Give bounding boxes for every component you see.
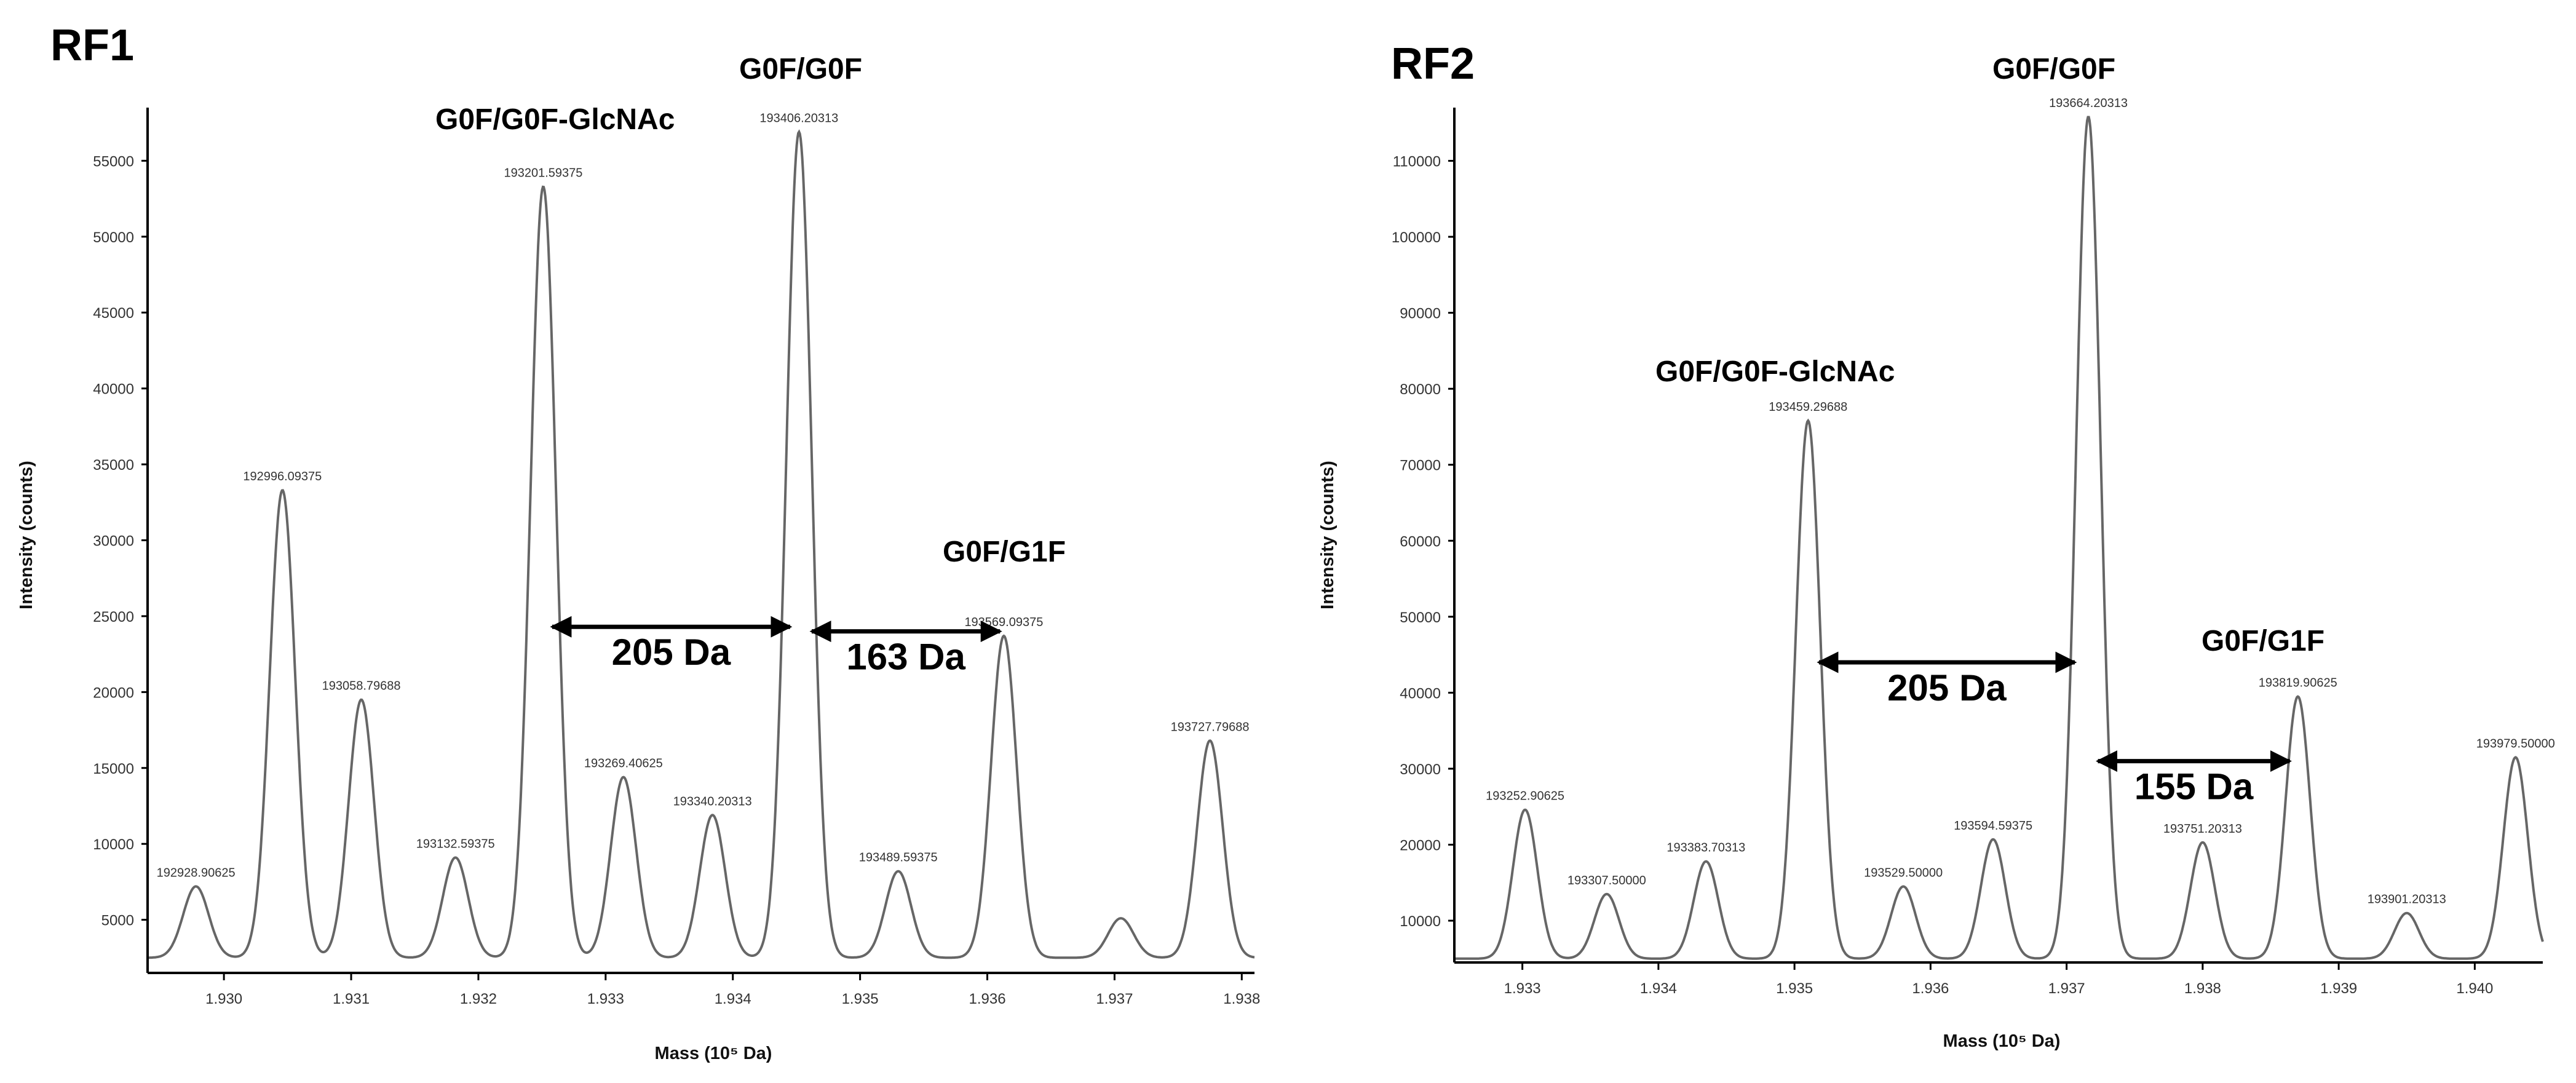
rf2-peak-label: 193307.50000 bbox=[1567, 874, 1646, 887]
rf2-y-tick-label: 90000 bbox=[1400, 306, 1441, 322]
rf2-x-tick-label: 1.939 bbox=[2320, 980, 2357, 997]
rf1-x-tick-label: 1.933 bbox=[587, 991, 624, 1007]
rf2-x-ticks: 1.933 1.934 1.935 1.936 1.937 1.938 1.939 1.940 bbox=[1504, 962, 2493, 997]
rf2-annotation-g0f-g0f-glcnac: G0F/G0F-GlcNAc bbox=[1655, 355, 1895, 388]
rf1-x-tick-label: 1.936 bbox=[969, 991, 1005, 1007]
rf2-peak-labels: 193252.90625 193307.50000 193383.70313 1934… bbox=[1486, 97, 2555, 906]
rf2-title: RF2 bbox=[1391, 39, 1475, 89]
rf1-annotation-g0f-g0f: G0F/G0F bbox=[739, 53, 862, 85]
rf2-peak-label: 193529.50000 bbox=[1864, 866, 1943, 879]
rf2-mass-differences: 205 Da 155 Da bbox=[1817, 651, 2292, 807]
rf2-x-tick-label: 1.934 bbox=[1640, 980, 1677, 997]
rf2-peak-label: 193751.20313 bbox=[2163, 822, 2242, 836]
rf2-x-tick-label: 1.935 bbox=[1776, 980, 1813, 997]
rf1-peak-label: 193132.59375 bbox=[416, 837, 495, 851]
rf2-x-tick-label: 1.937 bbox=[2048, 980, 2085, 997]
rf1-y-axis-label: Intensity (counts) bbox=[17, 461, 36, 609]
rf1-peak-label: 193489.59375 bbox=[859, 851, 938, 865]
rf1-x-tick-label: 1.930 bbox=[205, 991, 242, 1007]
rf1-peak-label: 193201.59375 bbox=[504, 166, 582, 180]
rf2-peak-label: 193979.50000 bbox=[2476, 737, 2555, 750]
rf2-y-tick-label: 10000 bbox=[1400, 913, 1441, 930]
rf2-peak-label: 193664.20313 bbox=[2049, 97, 2128, 110]
rf1-x-tick-label: 1.937 bbox=[1096, 991, 1133, 1007]
rf1-y-tick-label: 40000 bbox=[93, 381, 134, 398]
rf1-peak-label: 193569.09375 bbox=[964, 616, 1043, 629]
rf2-y-tick-label: 30000 bbox=[1400, 761, 1441, 778]
rf1-peak-label: 193406.20313 bbox=[759, 111, 838, 125]
rf1-x-tick-label: 1.931 bbox=[333, 991, 370, 1007]
rf2-annotation-g0f-g1f: G0F/G1F bbox=[2201, 625, 2324, 657]
rf1-y-tick-label: 10000 bbox=[93, 836, 134, 853]
rf1-y-tick-label: 50000 bbox=[93, 229, 134, 246]
rf1-x-tick-label: 1.934 bbox=[715, 991, 751, 1007]
rf1-x-tick-label: 1.935 bbox=[842, 991, 879, 1007]
rf2-y-tick-label: 40000 bbox=[1400, 685, 1441, 702]
rf2-y-tick-label: 80000 bbox=[1400, 381, 1441, 398]
rf2-y-tick-label: 50000 bbox=[1400, 609, 1441, 626]
rf1-mass-differences: 205 Da 163 Da bbox=[550, 616, 1002, 678]
rf2-x-tick-label: 1.938 bbox=[2184, 980, 2221, 997]
rf1-delta-label: 163 Da bbox=[846, 637, 965, 678]
rf2-peak-label: 193594.59375 bbox=[1954, 819, 2032, 833]
rf1-y-tick-label: 35000 bbox=[93, 457, 134, 474]
rf1-y-tick-label: 20000 bbox=[93, 684, 134, 701]
rf1-x-ticks: 1.930 1.931 1.932 1.933 1.934 1.935 1.936 1.937… bbox=[205, 973, 1260, 1007]
rf1-chart: RF1 Intensity (counts) Mass (10⁵ Da) 500… bbox=[17, 21, 1260, 1063]
rf2-y-tick-label: 70000 bbox=[1400, 458, 1441, 474]
rf2-y-tick-label: 100000 bbox=[1392, 229, 1441, 246]
rf2-peak-label: 193901.20313 bbox=[2368, 893, 2446, 906]
rf1-peak-label: 193340.20313 bbox=[673, 795, 752, 808]
rf2-annotation-g0f-g0f: G0F/G0F bbox=[1992, 53, 2115, 85]
rf1-y-tick-label: 25000 bbox=[93, 609, 134, 625]
rf1-x-axis-label: Mass (10⁵ Da) bbox=[655, 1044, 772, 1063]
rf1-y-tick-label: 15000 bbox=[93, 761, 134, 777]
rf2-x-tick-label: 1.933 bbox=[1504, 980, 1541, 997]
rf1-x-tick-label: 1.938 bbox=[1223, 991, 1260, 1007]
rf2-peak-label: 193819.90625 bbox=[2259, 676, 2337, 690]
rf1-peak-label: 192928.90625 bbox=[157, 866, 236, 879]
rf1-y-tick-label: 55000 bbox=[93, 153, 134, 170]
rf1-x-tick-label: 1.932 bbox=[460, 991, 497, 1007]
rf1-peak-label: 193727.79688 bbox=[1171, 720, 1250, 734]
rf1-y-tick-label: 5000 bbox=[101, 913, 134, 929]
rf2-y-tick-label: 20000 bbox=[1400, 837, 1441, 854]
rf2-y-axis-label: Intensity (counts) bbox=[1318, 461, 1338, 609]
rf1-peak-labels: 192928.90625 192996.09375 193058.79688 1931… bbox=[157, 111, 1250, 879]
rf1-title: RF1 bbox=[50, 21, 134, 70]
rf1-annotation-g0f-g1f: G0F/G1F bbox=[943, 536, 1066, 568]
rf1-y-ticks: 5000 10000 15000 20000 25000 30000 35000 40000 4… bbox=[93, 153, 148, 929]
rf2-x-axis-label: Mass (10⁵ Da) bbox=[1943, 1031, 2061, 1051]
rf2-y-tick-label: 60000 bbox=[1400, 533, 1441, 550]
rf2-chart: RF2 Intensity (counts) Mass (10⁵ Da) 100… bbox=[1318, 39, 2555, 1051]
rf2-x-tick-label: 1.940 bbox=[2456, 980, 2493, 997]
rf1-annotation-g0f-g0f-glcnac: G0F/G0F-GlcNAc bbox=[435, 103, 675, 136]
rf2-x-tick-label: 1.936 bbox=[1912, 980, 1949, 997]
rf1-y-tick-label: 45000 bbox=[93, 305, 134, 322]
rf1-spectrum-trace bbox=[148, 129, 1255, 959]
rf2-peak-label: 193459.29688 bbox=[1769, 400, 1847, 414]
rf1-y-tick-label: 30000 bbox=[93, 533, 134, 550]
rf2-peak-label: 193252.90625 bbox=[1486, 790, 1564, 803]
rf2-delta-label: 155 Da bbox=[2134, 766, 2254, 807]
rf1-delta-label: 205 Da bbox=[612, 632, 731, 673]
rf2-y-ticks: 10000 20000 30000 40000 50000 60000 70000 80000… bbox=[1392, 153, 1454, 930]
rf2-y-tick-label: 110000 bbox=[1393, 153, 1441, 170]
rf2-delta-label: 205 Da bbox=[1887, 667, 2007, 708]
rf1-peak-label: 192996.09375 bbox=[243, 470, 322, 483]
rf1-peak-label: 193269.40625 bbox=[584, 757, 663, 771]
rf2-spectrum-trace bbox=[1454, 116, 2544, 960]
rf2-peak-label: 193383.70313 bbox=[1666, 841, 1745, 855]
rf1-peak-label: 193058.79688 bbox=[322, 680, 401, 693]
